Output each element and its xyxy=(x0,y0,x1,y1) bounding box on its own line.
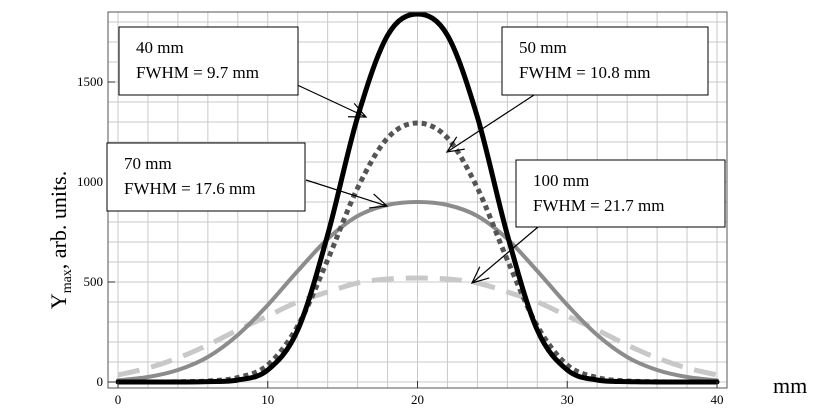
x-tick-label: 30 xyxy=(561,392,574,407)
annotation-arrowhead-50-mm xyxy=(445,136,465,153)
y-axis-label-rest: , arb. units. xyxy=(46,171,71,269)
annotation-box-100-mm xyxy=(515,159,726,228)
y-tick-labels: 0 500 1000 1500 xyxy=(77,74,103,389)
series-line-40-mm xyxy=(115,11,720,385)
annotation-distance-50-mm: 50 mm xyxy=(519,38,567,57)
y-axis-label: Ymax, arb. units. xyxy=(46,171,75,309)
annotation-arrow-50-mm xyxy=(446,94,535,153)
y-axis-label-sub: max xyxy=(60,269,75,293)
series-line-100-mm xyxy=(117,275,718,378)
annotation-box-50-mm xyxy=(501,26,709,96)
annotation-box-70-mm xyxy=(106,142,306,212)
x-tick-label: 20 xyxy=(411,392,424,407)
y-tick-label: 1500 xyxy=(77,74,103,89)
annotation-fwhm-70-mm: FWHM = 17.6 mm xyxy=(124,179,255,198)
annotation-arrowhead-70-mm xyxy=(369,193,389,209)
annotation-distance-70-mm: 70 mm xyxy=(124,154,172,173)
annotation-fwhm-50-mm: FWHM = 10.8 mm xyxy=(519,63,650,82)
x-axis-label: mm xyxy=(773,373,807,398)
annotation-arrow-40-mm xyxy=(292,82,367,118)
annotation-arrow-100-mm xyxy=(471,226,539,284)
annotations: 40 mm FWHM = 9.7 mm 50 mm FWHM = 10.8 mm 70 … xyxy=(106,26,726,284)
series-curves xyxy=(115,11,720,385)
x-tick-label: 40 xyxy=(711,392,724,407)
series-line-70-mm xyxy=(116,200,719,383)
y-tick-label: 1000 xyxy=(77,174,103,189)
x-tick-label: 0 xyxy=(115,392,122,407)
annotation-fwhm-100-mm: FWHM = 21.7 mm xyxy=(533,196,664,215)
y-tick-label: 0 xyxy=(97,374,104,389)
annotation-distance-100-mm: 100 mm xyxy=(533,171,589,190)
y-tick-label: 500 xyxy=(84,274,104,289)
annotation-arrowhead-100-mm xyxy=(470,266,490,284)
annotation-distance-40-mm: 40 mm xyxy=(136,38,184,57)
annotation-arrowhead-40-mm xyxy=(347,103,368,118)
annotation-fwhm-40-mm: FWHM = 9.7 mm xyxy=(136,63,259,82)
x-tick-label: 10 xyxy=(261,392,274,407)
annotation-arrow-70-mm xyxy=(305,179,388,207)
annotation-box-40-mm xyxy=(118,26,299,96)
y-axis-label-base: Y xyxy=(46,293,71,309)
x-tick-labels: 0 10 20 30 40 xyxy=(115,392,724,407)
